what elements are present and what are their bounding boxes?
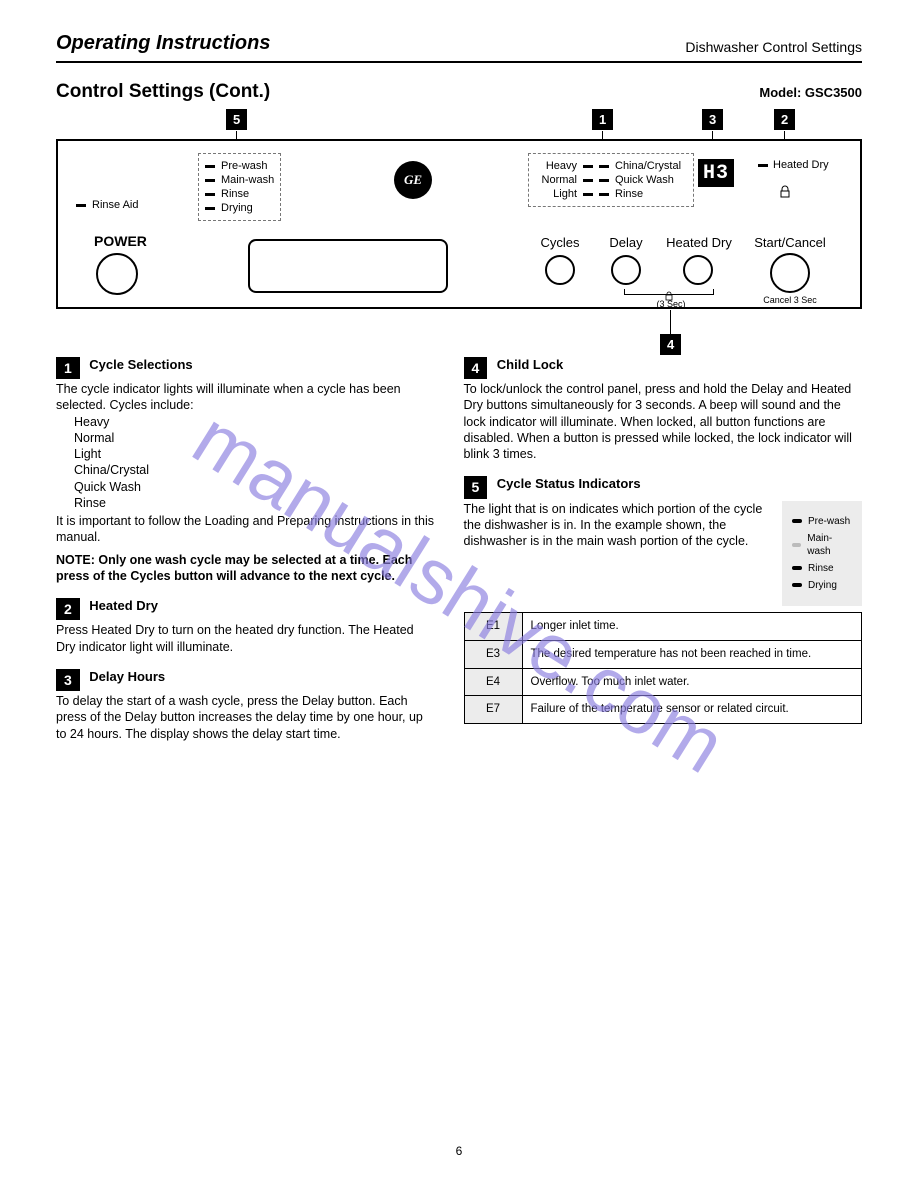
power-label: POWER bbox=[94, 233, 147, 249]
heated-dry-indicator: Heated Dry bbox=[758, 159, 829, 171]
section-2-body: Press Heated Dry to turn on the heated d… bbox=[56, 622, 436, 655]
control-panel: Rinse Aid Pre-wash Main-wash Rinse Dryin… bbox=[56, 139, 862, 309]
brand-logo: GE bbox=[394, 161, 432, 199]
page-header: Operating Instructions Dishwasher Contro… bbox=[56, 32, 862, 55]
section-1-body-b: It is important to follow the Loading an… bbox=[56, 513, 436, 546]
callout-3: 3 bbox=[702, 109, 723, 130]
heated-dry-button[interactable] bbox=[683, 255, 713, 285]
rinse-aid-indicator: Rinse Aid bbox=[76, 197, 138, 213]
num-badge-3: 3 bbox=[56, 669, 80, 691]
section-5: 5 Cycle Status Indicators Pre-wash Main-… bbox=[464, 476, 862, 724]
table-row: E3 The desired temperature has not been … bbox=[464, 640, 861, 668]
section-2-title: Heated Dry bbox=[89, 598, 158, 613]
table-row: E4 Overflow. Too much inlet water. bbox=[464, 668, 861, 696]
delay-label: Delay bbox=[606, 235, 646, 250]
callout-4: 4 bbox=[660, 334, 681, 355]
section-5-body: Pre-wash Main-wash Rinse Drying The ligh… bbox=[464, 501, 862, 550]
header-rule bbox=[56, 61, 862, 63]
start-cancel-label: Start/Cancel bbox=[750, 235, 830, 250]
section-3-title: Delay Hours bbox=[89, 669, 165, 684]
section-2: 2 Heated Dry Press Heated Dry to turn on… bbox=[56, 598, 436, 655]
page-number: 6 bbox=[0, 1144, 918, 1158]
cancel-sublabel: Cancel 3 Sec bbox=[760, 295, 820, 305]
num-badge-5: 5 bbox=[464, 476, 488, 498]
table-row: E1 Longer inlet time. bbox=[464, 612, 861, 640]
callout-5: 5 bbox=[226, 109, 247, 130]
cycles-label: Cycles bbox=[538, 235, 582, 250]
lock-sublabel: (3 Sec) bbox=[653, 299, 689, 309]
lock-icon bbox=[778, 185, 792, 199]
delay-button[interactable] bbox=[611, 255, 641, 285]
section-5-title: Cycle Status Indicators bbox=[497, 476, 641, 491]
digital-display: H3 bbox=[698, 159, 734, 187]
num-badge-1: 1 bbox=[56, 357, 80, 379]
section-4: 4 Child Lock To lock/unlock the control … bbox=[464, 357, 862, 462]
body-columns: 1 Cycle Selections The cycle indicator l… bbox=[56, 357, 862, 756]
power-button[interactable] bbox=[96, 253, 138, 295]
header-section: Operating Instructions bbox=[56, 32, 270, 55]
left-column: 1 Cycle Selections The cycle indicator l… bbox=[56, 357, 436, 756]
section-1-note: NOTE: Only one wash cycle may be selecte… bbox=[56, 553, 412, 583]
section-3: 3 Delay Hours To delay the start of a wa… bbox=[56, 669, 436, 742]
status-indicator-group: Pre-wash Main-wash Rinse Drying bbox=[198, 153, 281, 221]
model-label: Model: GSC3500 bbox=[759, 85, 862, 100]
door-handle bbox=[248, 239, 448, 293]
section-1: 1 Cycle Selections The cycle indicator l… bbox=[56, 357, 436, 584]
heated-dry-label: Heated Dry bbox=[664, 235, 734, 250]
callout-2: 2 bbox=[774, 109, 795, 130]
error-code-table: E1 Longer inlet time. E3 The desired tem… bbox=[464, 612, 862, 725]
section-1-list: Heavy Normal Light China/Crystal Quick W… bbox=[74, 414, 436, 512]
control-panel-figure: 5 1 3 2 Rinse Aid Pre-wash Main-wash Rin… bbox=[56, 139, 862, 309]
section-1-body-a: The cycle indicator lights will illumina… bbox=[56, 381, 436, 414]
section-3-body: To delay the start of a wash cycle, pres… bbox=[56, 693, 436, 742]
callout-1: 1 bbox=[592, 109, 613, 130]
table-row: E7 Failure of the temperature sensor or … bbox=[464, 696, 861, 724]
cycles-button[interactable] bbox=[545, 255, 575, 285]
title-row: Control Settings (Cont.) Model: GSC3500 bbox=[56, 81, 862, 103]
program-indicator-group: HeavyChina/Crystal NormalQuick Wash Ligh… bbox=[528, 153, 694, 207]
start-cancel-button[interactable] bbox=[770, 253, 810, 293]
header-topic: Dishwasher Control Settings bbox=[685, 39, 862, 55]
right-column: 4 Child Lock To lock/unlock the control … bbox=[464, 357, 862, 756]
section-1-title: Cycle Selections bbox=[89, 357, 192, 372]
num-badge-4: 4 bbox=[464, 357, 488, 379]
section-4-body: To lock/unlock the control panel, press … bbox=[464, 381, 862, 462]
num-badge-2: 2 bbox=[56, 598, 80, 620]
section-4-title: Child Lock bbox=[497, 357, 563, 372]
status-diagram: Pre-wash Main-wash Rinse Drying bbox=[782, 501, 862, 606]
page-title: Control Settings (Cont.) bbox=[56, 81, 270, 103]
